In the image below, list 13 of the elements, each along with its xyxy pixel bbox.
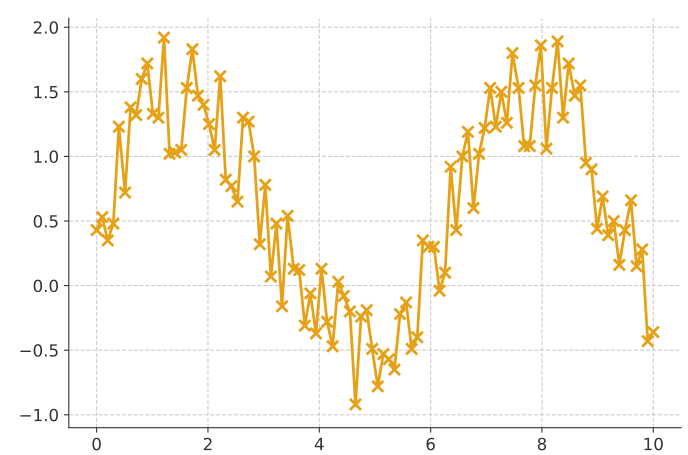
- x-tick-label: 0: [92, 438, 101, 450]
- y-tick-label: −1.0: [20, 408, 58, 422]
- y-tick-label: 1.0: [34, 150, 58, 163]
- y-tick-label: 0.5: [34, 214, 58, 228]
- x-tick-label: 10: [644, 438, 663, 450]
- x-tick-label: 2: [204, 438, 212, 450]
- y-tick-label: 0.0: [34, 280, 58, 292]
- x-tick-label: 6: [426, 438, 435, 450]
- y-tick-label: 1.5: [34, 86, 58, 98]
- x-tick-label: 8: [538, 438, 546, 450]
- x-tick-label: 4: [314, 438, 324, 450]
- y-tick-label: 2.0: [34, 21, 58, 34]
- y-tick-label: −0.5: [20, 344, 58, 357]
